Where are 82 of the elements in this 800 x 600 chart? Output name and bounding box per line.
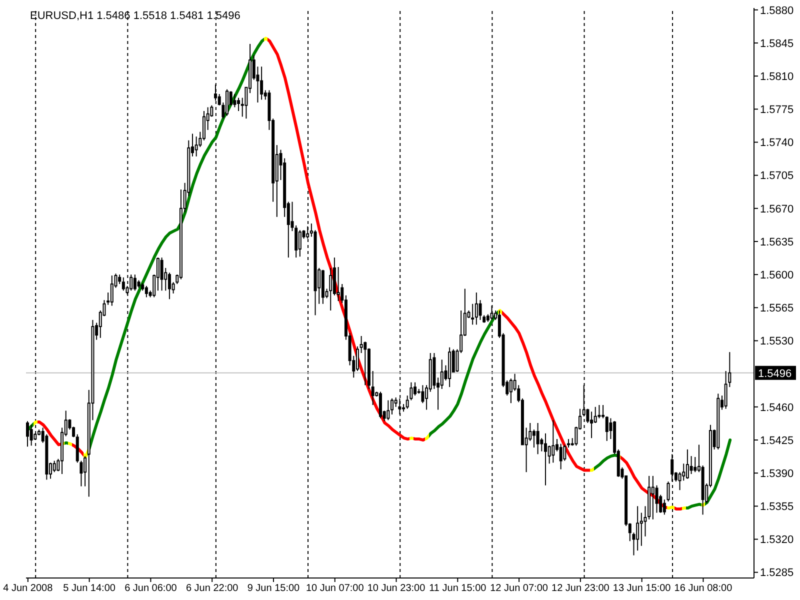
candlestick bbox=[655, 484, 658, 514]
candlestick bbox=[160, 257, 164, 292]
candlestick bbox=[559, 443, 562, 470]
y-tick-label: 1.5670 bbox=[760, 203, 794, 216]
x-tick-label: 6 Jun 06:00 bbox=[124, 583, 178, 594]
y-tick-label: 1.5775 bbox=[760, 104, 794, 116]
candlestick bbox=[390, 398, 394, 415]
x-tick-label: 10 Jun 23:00 bbox=[367, 583, 426, 594]
candlestick bbox=[26, 420, 29, 448]
candlestick bbox=[471, 303, 474, 326]
candlestick bbox=[329, 267, 332, 311]
candlestick bbox=[552, 420, 555, 464]
candlestick bbox=[544, 432, 547, 486]
candlestick bbox=[478, 300, 482, 320]
y-tick-label: 1.5740 bbox=[760, 137, 794, 150]
candlestick bbox=[379, 391, 382, 419]
candlestick bbox=[532, 429, 536, 448]
candlestick bbox=[194, 136, 198, 157]
candlestick bbox=[371, 370, 374, 406]
candlestick bbox=[440, 359, 444, 390]
x-tick-label: 12 Jun 23:00 bbox=[552, 583, 610, 594]
candlestick bbox=[118, 274, 122, 285]
y-tick-label: 1.5810 bbox=[760, 70, 794, 83]
y-tick-label: 1.5845 bbox=[760, 38, 794, 50]
candlestick bbox=[640, 512, 643, 546]
candlestick bbox=[605, 416, 608, 442]
candlestick bbox=[233, 94, 236, 108]
candlestick bbox=[602, 404, 605, 419]
x-tick-label: 6 Jun 22:00 bbox=[186, 583, 239, 594]
y-tick-label: 1.5880 bbox=[760, 4, 794, 17]
y-tick-label: 1.5320 bbox=[760, 534, 794, 546]
y-tick-label: 1.5355 bbox=[760, 501, 794, 514]
candlestick bbox=[536, 422, 540, 455]
candlestick bbox=[298, 230, 302, 258]
ref-line-label: 1.5496 bbox=[758, 368, 792, 380]
candlestick bbox=[594, 406, 597, 424]
candlestick bbox=[110, 275, 114, 306]
y-tick-label: 1.5705 bbox=[760, 170, 794, 182]
candlestick bbox=[336, 266, 340, 302]
candlestick bbox=[260, 66, 264, 100]
chart-title: EURUSD,H1 1.5486 1.5518 1.5481 1.5496 bbox=[30, 10, 240, 23]
x-tick-label: 5 Jun 14:00 bbox=[63, 583, 116, 594]
candlestick bbox=[651, 475, 654, 520]
candlestick bbox=[686, 448, 689, 480]
candlestick bbox=[421, 384, 424, 404]
candlestick bbox=[474, 292, 478, 326]
candlestick bbox=[30, 424, 33, 446]
candlestick bbox=[226, 88, 229, 116]
x-tick-label: 9 Jun 15:00 bbox=[247, 583, 300, 594]
candlestick bbox=[386, 400, 390, 421]
candlestick bbox=[360, 336, 363, 354]
candlestick bbox=[133, 274, 136, 292]
candlestick bbox=[598, 404, 601, 419]
candlestick bbox=[356, 346, 359, 372]
y-tick-label: 1.5530 bbox=[760, 336, 794, 348]
candlestick bbox=[666, 481, 670, 502]
candlestick bbox=[144, 285, 148, 298]
y-tick-label: 1.5565 bbox=[760, 302, 794, 315]
x-tick-label: 16 Jun 08:00 bbox=[674, 583, 733, 594]
y-tick-label: 1.5635 bbox=[760, 236, 794, 248]
candlestick bbox=[694, 456, 697, 473]
candlestick bbox=[122, 276, 125, 292]
x-tick-label: 12 Jun 07:00 bbox=[490, 583, 548, 594]
y-tick-label: 1.5600 bbox=[760, 269, 794, 282]
y-tick-label: 1.5390 bbox=[760, 468, 794, 480]
candlestick bbox=[636, 506, 640, 552]
candlestick bbox=[590, 411, 594, 439]
candlestick bbox=[168, 272, 171, 300]
x-tick-label: 4 Jun 2008 bbox=[3, 583, 54, 594]
candlestick bbox=[690, 456, 693, 475]
candlestick bbox=[84, 456, 87, 487]
candlestick bbox=[509, 378, 512, 404]
candlestick bbox=[414, 382, 417, 396]
x-tick-label: 11 Jun 15:00 bbox=[429, 583, 487, 594]
candlestick bbox=[662, 499, 666, 516]
y-tick-label: 1.5285 bbox=[760, 567, 794, 580]
x-tick-label: 10 Jun 07:00 bbox=[306, 583, 364, 594]
candlestick bbox=[52, 460, 56, 473]
x-tick-label: 13 Jun 15:00 bbox=[612, 583, 672, 594]
candlestick bbox=[237, 97, 240, 112]
y-tick-label: 1.5460 bbox=[760, 402, 794, 414]
y-tick-label: 1.5425 bbox=[760, 434, 794, 447]
